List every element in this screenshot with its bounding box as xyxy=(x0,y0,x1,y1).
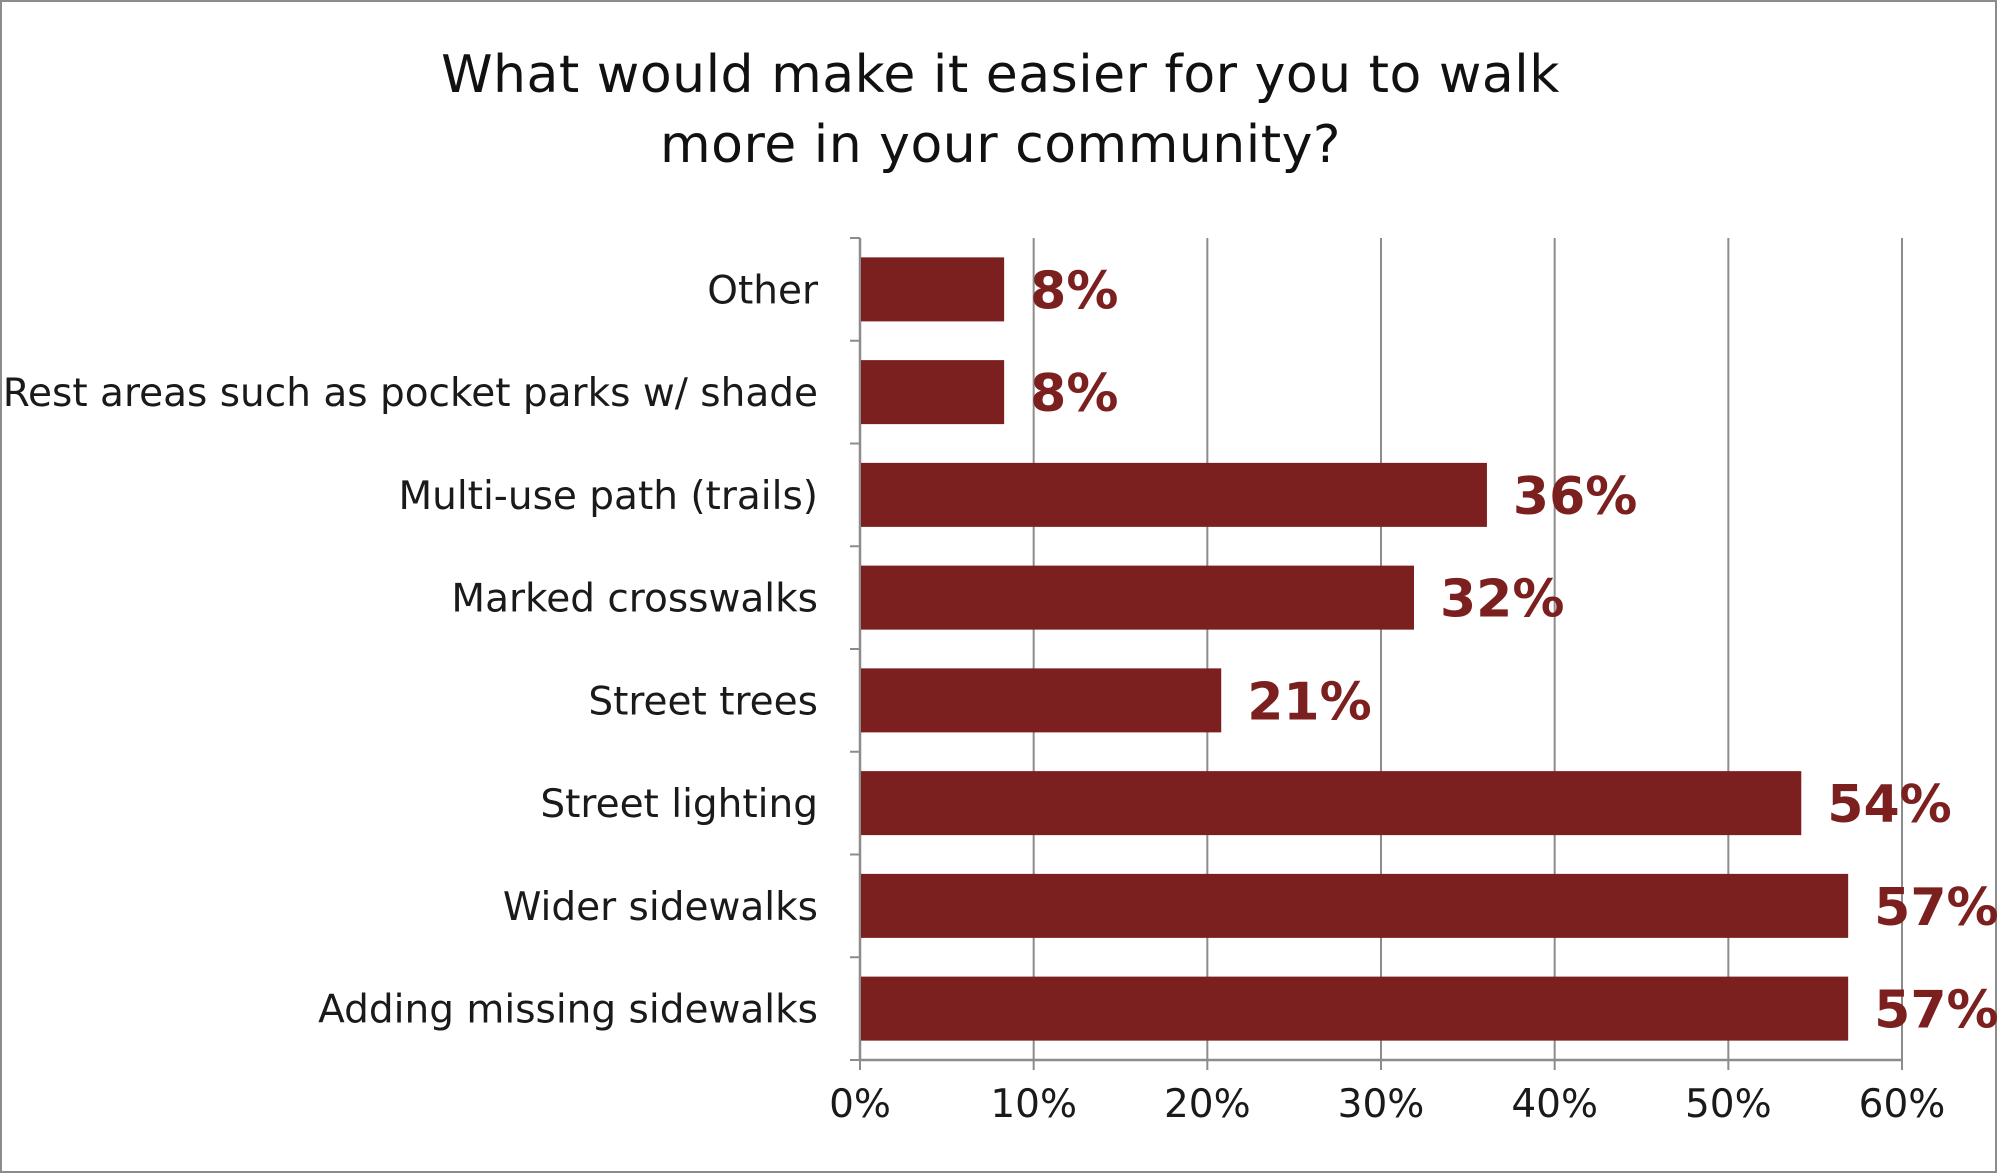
x-tick-label: 60% xyxy=(1859,1082,1946,1127)
chart-title-line-1: What would make it easier for you to wal… xyxy=(441,45,1560,105)
data-label: 8% xyxy=(1030,261,1118,321)
bar xyxy=(861,360,1005,425)
bar xyxy=(861,873,1849,938)
x-tick-label: 0% xyxy=(829,1082,891,1127)
x-tick-label: 40% xyxy=(1511,1082,1598,1127)
bar xyxy=(861,257,1005,322)
data-label: 21% xyxy=(1247,672,1371,732)
bar xyxy=(861,771,1802,836)
x-tick-label: 20% xyxy=(1164,1082,1251,1127)
category-label: Multi-use path (trails) xyxy=(398,474,818,519)
chart-title: What would make it easier for you to wal… xyxy=(2,40,1997,180)
bar xyxy=(861,976,1849,1041)
data-label: 36% xyxy=(1513,467,1637,527)
category-label: Street lighting xyxy=(540,782,818,827)
data-label: 54% xyxy=(1827,775,1951,835)
x-tick-label: 10% xyxy=(990,1082,1077,1127)
x-tick-label: 50% xyxy=(1685,1082,1772,1127)
x-tick-label: 30% xyxy=(1338,1082,1425,1127)
data-label: 57% xyxy=(1874,878,1997,938)
bar xyxy=(861,565,1414,630)
category-label: Marked crosswalks xyxy=(451,577,818,622)
category-label: Adding missing sidewalks xyxy=(318,988,818,1033)
category-label: Rest areas such as pocket parks w/ shade xyxy=(3,371,818,416)
chart-title-line-2: more in your community? xyxy=(660,115,1341,175)
data-label: 57% xyxy=(1874,981,1997,1041)
bar xyxy=(861,462,1487,527)
category-label: Other xyxy=(707,268,819,313)
data-label: 32% xyxy=(1440,570,1564,630)
data-label: 8% xyxy=(1030,364,1118,424)
category-label: Street trees xyxy=(588,679,818,724)
bar xyxy=(861,668,1222,733)
category-label: Wider sidewalks xyxy=(503,885,818,930)
